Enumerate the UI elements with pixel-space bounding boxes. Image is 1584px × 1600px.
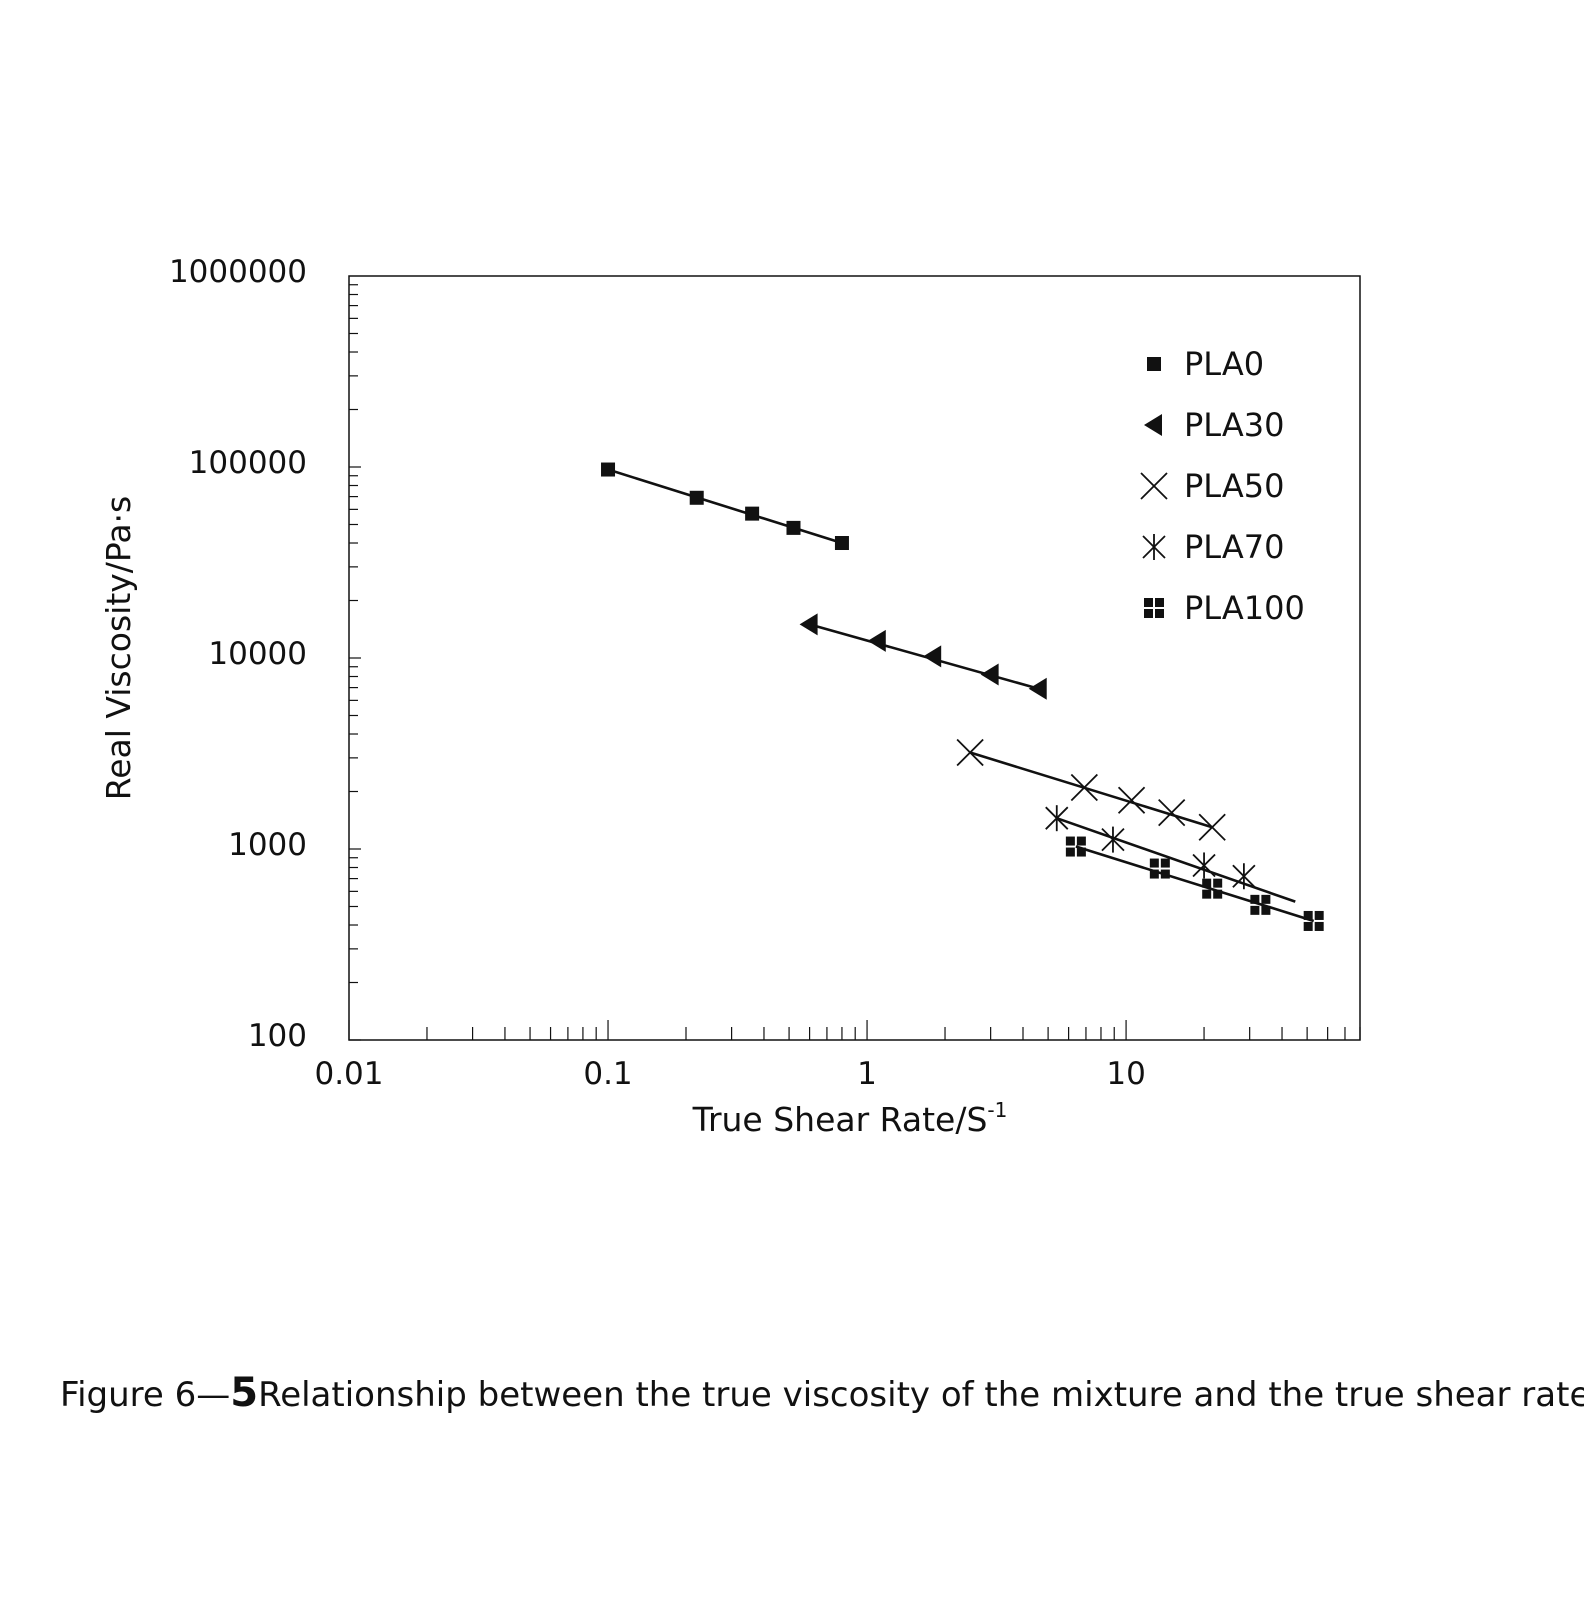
legend-label-pla50: PLA50 [1184,467,1284,505]
legend-label-pla70: PLA70 [1184,528,1284,566]
point-pla70 [1192,852,1216,879]
point-pla30 [980,663,999,686]
point-pla30 [1028,677,1047,700]
y-axis-title: Real Viscosity/Pa·s [99,496,138,800]
point-pla0 [689,490,704,505]
fit-line-pla0 [607,468,843,545]
point-pla70 [1101,826,1125,853]
point-pla0 [786,520,801,535]
legend-label-pla100: PLA100 [1184,589,1305,627]
point-pla0 [601,462,616,477]
legend-marker-pla30 [1144,414,1162,436]
point-pla50 [1158,799,1186,827]
y-tick-label: 10000 [208,636,307,672]
legend-marker-pla50 [1140,472,1168,500]
point-pla100 [1303,910,1324,931]
x-tick-label: 1 [857,1056,877,1092]
point-pla100 [1149,858,1170,879]
legend-marker-pla0 [1147,357,1161,371]
y-tick-label: 100 [248,1018,307,1054]
x-tick-label: 10 [1106,1056,1145,1092]
legend: PLA0 PLA30 PLA50 PLA70 PLA100 [1140,345,1305,627]
y-tick-label: 1000000 [169,254,307,290]
legend-label-pla0: PLA0 [1184,345,1264,383]
fit-line-pla100 [1075,845,1315,923]
caption-text: Relationship between the true viscosity … [258,1375,1584,1415]
point-pla30 [923,645,942,668]
axis-ticks [348,284,1361,1041]
x-tick-label: 0.1 [583,1056,632,1092]
point-pla70 [1232,863,1256,890]
x-tick-label: 0.01 [314,1056,383,1092]
data-points [601,462,1324,931]
y-tick-label: 100000 [189,445,307,481]
point-pla70 [1045,805,1069,832]
point-pla50 [1117,786,1146,814]
axis-tick-labels: 0.01 0.1 1 10 100 1000 10000 100000 1000000 [169,254,1146,1092]
caption-prefix: Figure 6— [60,1375,231,1415]
plot-area [348,275,1361,1041]
point-pla100 [1065,836,1086,857]
point-pla30 [799,613,818,636]
point-pla100 [1202,878,1223,899]
fit-line-pla70 [1056,816,1296,903]
y-tick-label: 1000 [228,827,307,863]
legend-label-pla30: PLA30 [1184,406,1284,444]
point-pla0 [745,506,760,521]
point-pla100 [1250,894,1271,915]
point-pla0 [834,536,849,551]
point-pla50 [1198,813,1226,841]
legend-marker-pla100 [1144,598,1164,618]
caption-figure-number: 5 [230,1370,259,1416]
figure-caption: Figure 6—5Relationship between the true … [60,1370,1584,1416]
point-pla50 [956,738,984,767]
plot-frame [348,275,1361,1041]
legend-marker-pla70 [1142,534,1166,560]
x-axis-title: True Shear Rate/S-1 [692,1098,1008,1139]
point-pla30 [867,629,886,652]
point-pla50 [1070,773,1098,802]
fit-line-pla50 [969,751,1213,829]
